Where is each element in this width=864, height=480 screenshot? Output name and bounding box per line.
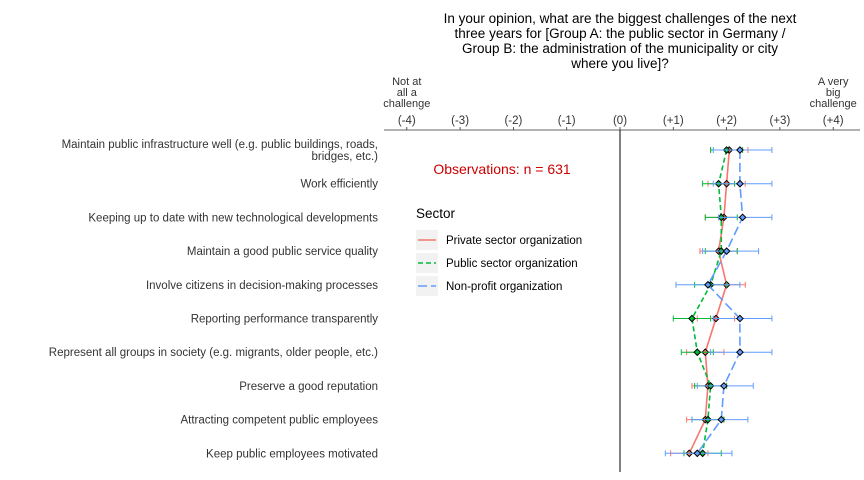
observations-annotation: Observations: n = 631: [433, 161, 571, 177]
x-axis: (-4) (-3) (-2) (-1) (0) (+1) (+2) (+3) (+4) Not a…: [383, 76, 860, 131]
y-category-label: Involve citizens in decision-making proc…: [146, 280, 378, 292]
data-point: [736, 179, 744, 188]
legend: Sector Private sector organization Public …: [416, 206, 582, 296]
data-point: [738, 213, 747, 222]
x-end-label-left: all a: [397, 87, 418, 99]
x-tick-label: (-3): [451, 115, 469, 127]
y-category-label: Attracting competent public employees: [180, 415, 378, 427]
x-end-label-left: Not at: [392, 76, 421, 88]
x-tick-label: (-1): [558, 115, 576, 127]
x-tick-label: (+3): [770, 115, 791, 127]
x-tick-label: (0): [613, 115, 627, 127]
x-tick-label: (+1): [663, 115, 684, 127]
legend-key: [416, 230, 438, 250]
x-end-label-right: A very: [818, 76, 849, 88]
y-category-label: Maintain a good public service quality: [187, 246, 378, 258]
series-non-profit-organization: [664, 146, 773, 458]
legend-key: [416, 253, 438, 273]
legend-label: Public sector organization: [446, 258, 578, 270]
data-point: [693, 348, 702, 357]
chart-title-line: where you live]?: [570, 56, 669, 71]
plot-background: [384, 130, 860, 472]
y-category-label: Keep public employees motivated: [206, 448, 378, 460]
data-point: [720, 381, 728, 390]
y-category-label: Keeping up to date with new technologica…: [88, 212, 378, 224]
series-group: [664, 146, 773, 458]
data-point: [693, 449, 702, 458]
x-tick-label: (-4): [398, 115, 416, 127]
legend-key: [416, 276, 438, 296]
data-point: [722, 247, 731, 256]
y-axis: Maintain public infrastructure well (e.g…: [49, 139, 378, 460]
y-category-label: Work efficiently: [300, 179, 378, 191]
y-category-label: Maintain public infrastructure well (e.g…: [62, 139, 378, 151]
plot-panel: [384, 130, 860, 472]
series-line: [696, 150, 744, 454]
data-point: [704, 280, 712, 289]
series-line: [688, 149, 731, 454]
data-point: [736, 314, 744, 323]
x-tick-label: (+4): [823, 115, 844, 127]
annotation: Observations: n = 631: [433, 161, 571, 177]
legend-title: Sector: [416, 206, 456, 221]
x-end-label-left: challenge: [383, 98, 430, 110]
x-tick-label: (+2): [716, 115, 737, 127]
y-category-label: Preserve a good reputation: [239, 381, 378, 393]
data-point: [688, 314, 696, 323]
x-end-label-right: challenge: [810, 98, 857, 110]
legend-label: Private sector organization: [446, 235, 582, 247]
data-point: [736, 146, 744, 154]
chart-title-line: In your opinion, what are the biggest ch…: [444, 11, 797, 26]
data-point: [717, 415, 726, 424]
series-line: [691, 149, 728, 454]
y-category-label: Reporting performance transparently: [191, 314, 379, 326]
chart-title-line: Group B: the administration of the munic…: [462, 41, 778, 56]
chart-title: In your opinion, what are the biggest ch…: [444, 11, 797, 71]
data-point: [736, 348, 744, 357]
legend-label: Non-profit organization: [446, 281, 562, 293]
chart-title-line: three years for [Group A: the public sec…: [455, 26, 786, 41]
y-category-label: Represent all groups in society (e.g. mi…: [49, 347, 378, 359]
x-tick-label: (-2): [504, 115, 522, 127]
x-end-label-right: big: [826, 87, 841, 99]
y-category-label: bridges, etc.): [312, 151, 379, 163]
